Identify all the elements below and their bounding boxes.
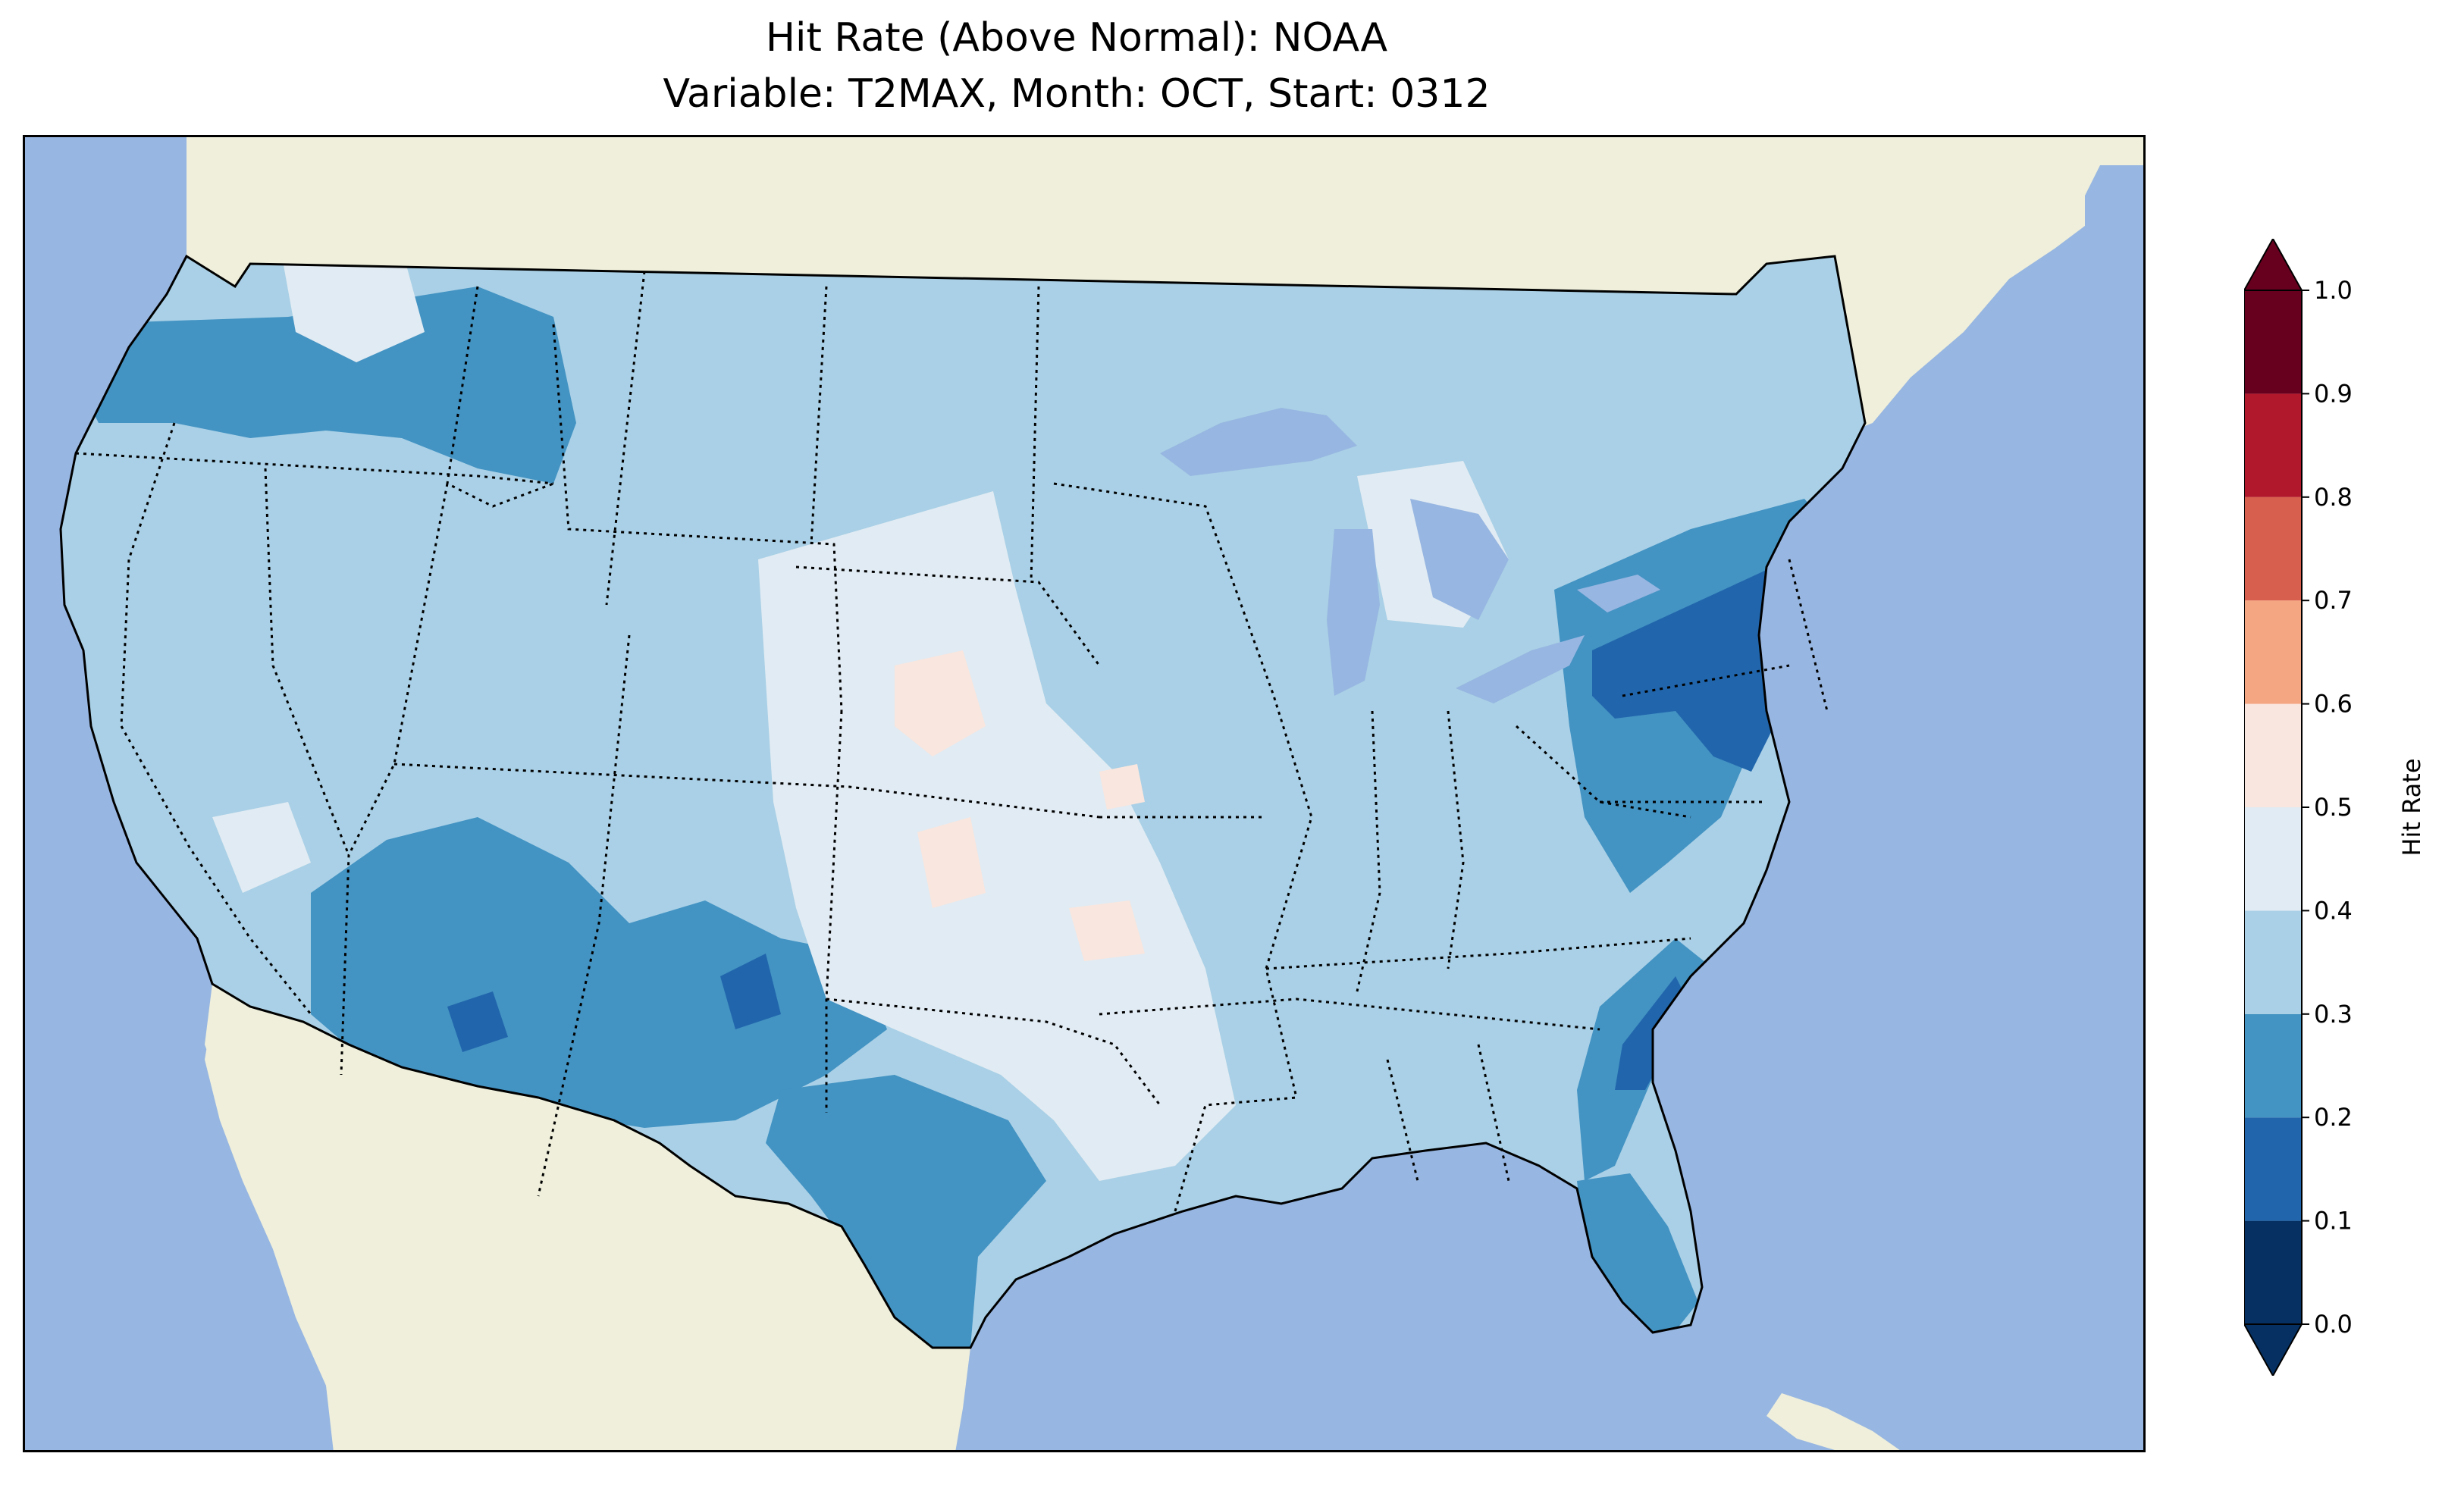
colorbar: 0.0 0.1 0.2 0.3 0.4 0.5 0.6 0.7 0.8 0.9 1.0 Hit Ra… bbox=[2244, 239, 2426, 1376]
colorbar-tick-label: 1.0 bbox=[2314, 276, 2353, 305]
colorbar-tick-label: 0.8 bbox=[2314, 483, 2353, 512]
map-title-line-2: Variable: T2MAX, Month: OCT, Start: 0312 bbox=[663, 71, 1491, 117]
colorbar-tick-label: 0.7 bbox=[2314, 586, 2353, 615]
colorbar-bins bbox=[2244, 290, 2302, 1324]
colorbar-tick-label: 0.5 bbox=[2314, 793, 2353, 822]
colorbar-label: Hit Rate bbox=[2397, 758, 2426, 856]
colorbar-tick-label: 0.0 bbox=[2314, 1310, 2353, 1339]
colorbar-bin-6 bbox=[2244, 600, 2302, 704]
colorbar-extend-max bbox=[2244, 239, 2303, 291]
great-lakes bbox=[1160, 408, 1660, 703]
colorbar-bin-2 bbox=[2244, 1013, 2302, 1118]
zone-florida bbox=[1577, 1173, 1698, 1340]
lake-michigan bbox=[1327, 529, 1380, 696]
zone-southern-arizona bbox=[447, 991, 508, 1052]
colorbar-tick-label: 0.6 bbox=[2314, 690, 2353, 719]
colorbar-tick-label: 0.4 bbox=[2314, 896, 2353, 925]
map-title-line-1: Hit Rate (Above Normal): NOAA bbox=[765, 15, 1388, 61]
lake-superior bbox=[1160, 408, 1357, 476]
zone-kansas-pink bbox=[917, 817, 986, 908]
colorbar-tick-label: 0.9 bbox=[2314, 379, 2353, 408]
colorbar-bin-1 bbox=[2244, 1117, 2302, 1221]
colorbar-extend-min bbox=[2244, 1323, 2303, 1376]
colorbar-bin-0 bbox=[2244, 1220, 2302, 1324]
zone-arizona-newmexico bbox=[311, 817, 887, 1128]
zone-california-light bbox=[212, 802, 311, 893]
map-frame bbox=[23, 135, 2146, 1452]
colorbar-bin-5 bbox=[2244, 703, 2302, 807]
state-boundaries bbox=[75, 271, 1829, 1212]
map-panel bbox=[23, 135, 2146, 1452]
colorbar-tick-label: 0.1 bbox=[2314, 1207, 2353, 1236]
lake-erie bbox=[1456, 635, 1585, 703]
colorbar-bin-8 bbox=[2244, 393, 2302, 497]
colorbar-tick-label: 0.2 bbox=[2314, 1103, 2353, 1132]
cuba-land bbox=[1766, 1393, 1903, 1452]
zone-nebraska-pink bbox=[895, 650, 986, 756]
zone-oregon-idaho bbox=[68, 287, 576, 484]
zone-oklahoma-pink bbox=[1069, 900, 1145, 961]
lake-ontario bbox=[1577, 575, 1660, 612]
zone-missouri-pink bbox=[1099, 764, 1145, 810]
colorbar-bin-9 bbox=[2244, 290, 2302, 394]
colorbar-bin-4 bbox=[2244, 807, 2302, 911]
hit-rate-field bbox=[61, 256, 1865, 1348]
colorbar-tick-label: 0.3 bbox=[2314, 1000, 2353, 1029]
colorbar-bin-7 bbox=[2244, 496, 2302, 601]
zone-montana-light bbox=[281, 256, 425, 362]
zone-plains-light bbox=[758, 491, 1236, 1181]
mexico-land bbox=[205, 984, 970, 1452]
baja-california bbox=[205, 984, 417, 1452]
colorbar-ticks: 0.0 0.1 0.2 0.3 0.4 0.5 0.6 0.7 0.8 0.9 1.0 bbox=[2302, 276, 2353, 1339]
lake-huron bbox=[1410, 499, 1509, 620]
zone-texas bbox=[766, 1075, 1046, 1348]
colorbar-bin-3 bbox=[2244, 910, 2302, 1014]
zone-se-newmexico bbox=[720, 954, 781, 1029]
